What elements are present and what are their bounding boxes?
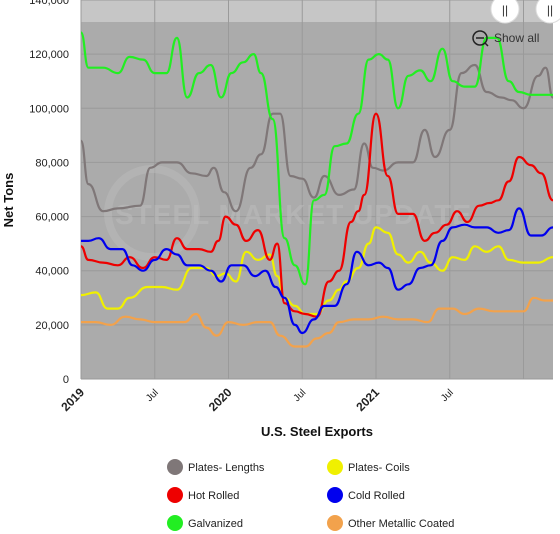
pan-button[interactable]: || bbox=[490, 0, 520, 24]
legend-item[interactable]: Cold Rolled bbox=[327, 487, 405, 503]
x-month-label: Jul bbox=[144, 387, 161, 404]
show-all-button[interactable]: Show all bbox=[472, 30, 539, 47]
series-line-galvanized[interactable] bbox=[79, 31, 553, 286]
legend-marker bbox=[167, 515, 183, 531]
legend-marker bbox=[327, 515, 343, 531]
legend-label: Galvanized bbox=[188, 518, 243, 530]
grid-lines bbox=[80, 0, 553, 380]
legend-marker bbox=[327, 459, 343, 475]
plot-top-band bbox=[81, 0, 553, 22]
legend-marker bbox=[167, 459, 183, 475]
x-year-label: 2019 bbox=[58, 385, 87, 414]
x-year-label: 2021 bbox=[353, 385, 382, 414]
y-tick-label: 0 bbox=[63, 374, 69, 386]
legend-item[interactable]: Plates- Coils bbox=[327, 459, 410, 475]
y-tick-label: 80,000 bbox=[35, 157, 69, 169]
menu-button[interactable]: || bbox=[535, 0, 560, 24]
x-month-label: Jul bbox=[292, 387, 309, 404]
legend-label: Plates- Coils bbox=[348, 462, 410, 474]
legend-label: Plates- Lengths bbox=[188, 462, 265, 474]
legend-item[interactable]: Plates- Lengths bbox=[167, 459, 265, 475]
legend: Plates- Lengths Plates- Coils Hot Rolled Co… bbox=[167, 459, 454, 531]
pause-icon: || bbox=[502, 3, 508, 17]
series-line-other-metallic-coated[interactable] bbox=[80, 296, 553, 348]
legend-marker bbox=[327, 487, 343, 503]
legend-marker bbox=[167, 487, 183, 503]
x-year-label: 2020 bbox=[206, 385, 235, 414]
y-axis: 0 20,000 40,000 60,000 80,000 100,000 120,000 1… bbox=[29, 0, 69, 386]
series-line-plates-lengths[interactable] bbox=[79, 63, 555, 213]
x-axis: 2019 2020 2021 Jul Jul Jul bbox=[58, 385, 456, 414]
y-tick-label: 40,000 bbox=[35, 266, 69, 278]
legend-label: Other Metallic Coated bbox=[348, 518, 454, 530]
show-all-label: Show all bbox=[494, 31, 539, 45]
menu-icon: || bbox=[547, 3, 553, 17]
series-line-cold-rolled[interactable] bbox=[80, 207, 554, 335]
y-tick-label: 20,000 bbox=[35, 320, 69, 332]
zoom-out-icon bbox=[472, 30, 488, 46]
legend-item[interactable]: Galvanized bbox=[167, 515, 243, 531]
series-lines bbox=[79, 31, 555, 348]
y-tick-label: 100,000 bbox=[29, 103, 69, 115]
legend-item[interactable]: Other Metallic Coated bbox=[327, 515, 454, 531]
y-tick-label: 120,000 bbox=[29, 49, 69, 61]
legend-label: Cold Rolled bbox=[348, 490, 405, 502]
x-month-label: Jul bbox=[439, 387, 456, 404]
x-axis-title: U.S. Steel Exports bbox=[261, 424, 373, 439]
y-axis-title: Net Tons bbox=[1, 173, 16, 228]
legend-label: Hot Rolled bbox=[188, 490, 239, 502]
y-tick-label: 60,000 bbox=[35, 212, 69, 224]
y-tick-label: 140,000 bbox=[29, 0, 69, 7]
legend-item[interactable]: Hot Rolled bbox=[167, 487, 239, 503]
